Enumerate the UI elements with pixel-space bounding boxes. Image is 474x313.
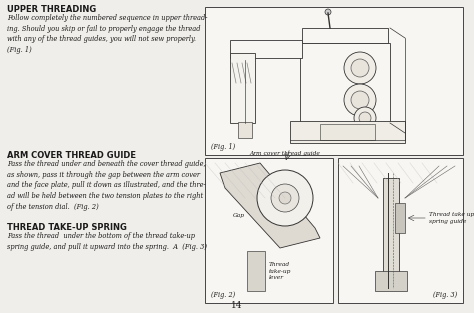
Text: 14: 14 — [231, 301, 243, 310]
FancyBboxPatch shape — [230, 53, 255, 123]
Circle shape — [351, 59, 369, 77]
Circle shape — [344, 52, 376, 84]
Text: (Fig. 3): (Fig. 3) — [433, 291, 457, 299]
Bar — [338, 158, 463, 303]
Text: Pass the thread  under the bottom of the thread take-up
spring guide, and pull i: Pass the thread under the bottom of the … — [7, 232, 207, 251]
FancyBboxPatch shape — [375, 271, 407, 291]
Text: Thread
take-up
lever: Thread take-up lever — [269, 262, 292, 280]
Text: Thread take up
spring guide: Thread take up spring guide — [429, 213, 474, 223]
Circle shape — [344, 84, 376, 116]
Circle shape — [257, 170, 313, 226]
Bar — [205, 158, 333, 303]
Bar — [383, 178, 399, 288]
Circle shape — [325, 9, 331, 15]
Circle shape — [351, 91, 369, 109]
Bar — [205, 7, 463, 155]
Circle shape — [359, 112, 371, 124]
Circle shape — [271, 184, 299, 212]
Text: Follow completely the numbered sequence in upper thread-
ing. Should you skip or: Follow completely the numbered sequence … — [7, 14, 208, 54]
FancyBboxPatch shape — [238, 122, 252, 138]
Text: Pass the thread under and beneath the cover thread guide,
as shown, pass it thro: Pass the thread under and beneath the co… — [7, 160, 206, 211]
FancyBboxPatch shape — [290, 121, 405, 143]
Text: (Fig. 2): (Fig. 2) — [211, 291, 235, 299]
Circle shape — [279, 192, 291, 204]
FancyBboxPatch shape — [247, 251, 265, 291]
Text: (Fig. 1): (Fig. 1) — [211, 143, 235, 151]
Text: THREAD TAKE-UP SPRING: THREAD TAKE-UP SPRING — [7, 223, 127, 232]
Text: ARM COVER THREAD GUIDE: ARM COVER THREAD GUIDE — [7, 151, 136, 160]
Text: UPPER THREADING: UPPER THREADING — [7, 5, 96, 14]
FancyBboxPatch shape — [320, 124, 375, 140]
Circle shape — [354, 107, 376, 129]
FancyBboxPatch shape — [230, 40, 302, 58]
FancyBboxPatch shape — [302, 28, 388, 43]
Polygon shape — [220, 163, 320, 248]
FancyBboxPatch shape — [395, 203, 405, 233]
FancyBboxPatch shape — [300, 43, 390, 123]
Text: Arm cover thread guide: Arm cover thread guide — [250, 151, 320, 156]
Text: Gap: Gap — [233, 213, 245, 218]
